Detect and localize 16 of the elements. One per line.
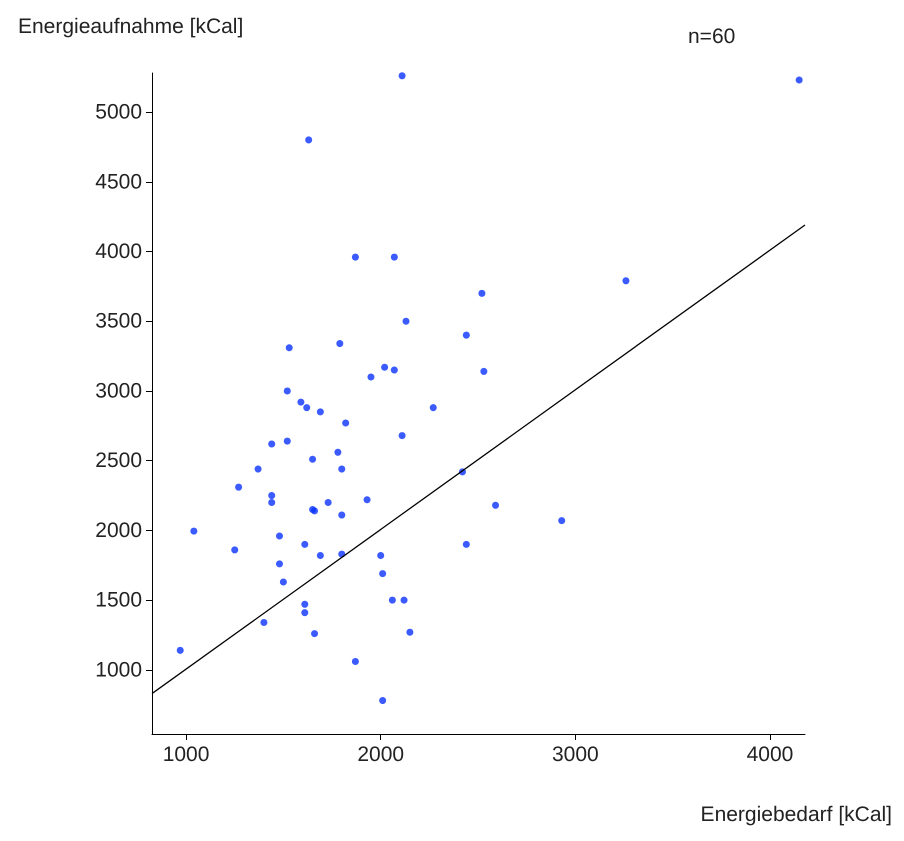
x-tick-label: 2000 — [357, 743, 404, 766]
y-tick-label: 3500 — [95, 310, 142, 333]
y-tick-label: 4500 — [95, 170, 142, 194]
y-tick-label: 1500 — [95, 588, 142, 612]
x-axis-title: Energiebedarf [kCal] — [700, 803, 892, 826]
text: n=60 — [688, 25, 736, 48]
y-tick-label: 2000 — [95, 518, 142, 542]
y-axis-title: Energieaufnahme [kCal] — [18, 15, 244, 38]
y-tick-label: 1000 — [95, 658, 142, 682]
y-tick-label: 5000 — [95, 100, 142, 124]
y-tick-label: 4000 — [95, 240, 142, 263]
x-tick-label: 3000 — [552, 743, 599, 766]
y-tick-label: 3000 — [95, 379, 142, 402]
x-tick-label: 1000 — [162, 743, 210, 766]
x-tick-label: 4000 — [746, 743, 794, 766]
y-tick-label: 2500 — [95, 449, 142, 472]
